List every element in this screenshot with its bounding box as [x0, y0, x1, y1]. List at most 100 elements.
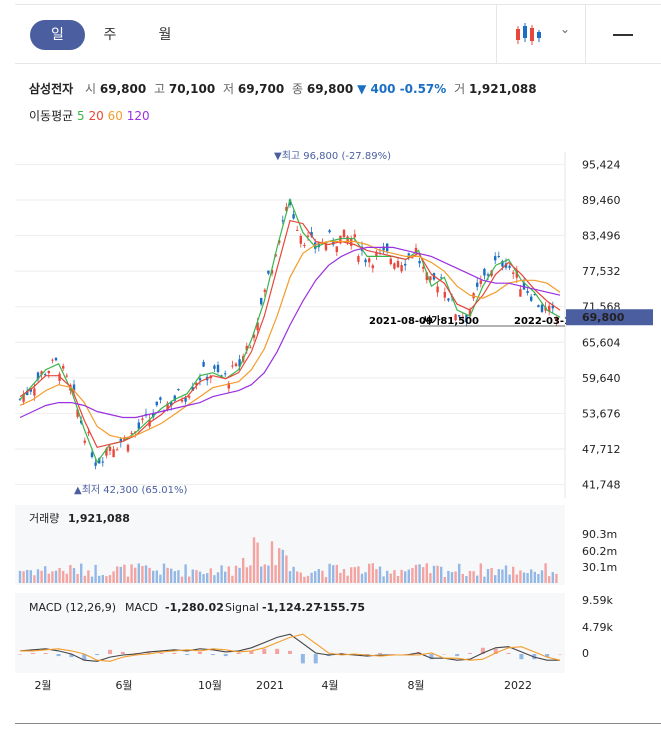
x-tick-label: 10월: [198, 679, 222, 692]
quote-summary: 삼성전자 시 69,800 고 70,100 저 69,700 종 69,800…: [29, 80, 537, 97]
candle: [371, 265, 374, 269]
volume-bar: [40, 570, 43, 583]
candle: [40, 371, 43, 375]
volume-bar: [411, 568, 414, 583]
candle: [94, 462, 97, 466]
volume-bar: [58, 567, 61, 583]
candle: [234, 363, 238, 366]
candle: [137, 422, 140, 429]
volume-bar: [249, 565, 252, 583]
candle: [414, 247, 418, 253]
volume-bar: [378, 566, 382, 583]
candlestick-chart-icon[interactable]: [514, 20, 542, 48]
candle: [33, 388, 36, 396]
macd-tick-label: 9.59k: [582, 594, 613, 607]
divider: [585, 5, 586, 63]
candle: [22, 395, 25, 402]
candle: [198, 378, 202, 381]
volume-bar: [508, 574, 511, 583]
volume-bar: [472, 571, 475, 583]
macd-hist-bar: [223, 654, 228, 657]
volume-bar: [393, 570, 396, 583]
range-start-label: 2021-08-09: [369, 316, 433, 327]
volume-bar: [159, 574, 162, 583]
candle: [170, 402, 173, 406]
open-value: 69,800: [99, 82, 147, 96]
volume-bar: [400, 569, 403, 583]
volume-bar: [522, 572, 526, 583]
volume-bar: [191, 569, 194, 583]
volume-bar: [76, 573, 79, 583]
macd-hist-bar: [210, 654, 215, 656]
candle: [353, 234, 356, 238]
macd-hist-bar: [18, 654, 22, 655]
volume-bar: [537, 574, 540, 583]
volume-bar: [335, 564, 338, 583]
volume-bar: [540, 570, 544, 583]
candle: [429, 276, 432, 281]
ma-5-line: [19, 197, 561, 464]
candle: [389, 258, 392, 265]
macd-hist-bar: [108, 649, 112, 654]
volume-value: 1,921,088: [469, 82, 537, 96]
macd-hist-bar: [275, 648, 280, 654]
macd-line: [19, 633, 560, 662]
volume-bar: [141, 565, 144, 583]
macd-hist-bar: [43, 652, 48, 654]
volume-bar: [281, 549, 284, 583]
tab-day[interactable]: 일: [30, 20, 85, 50]
signal-value: -1,124.27: [262, 601, 321, 614]
price-tick-label: 89,460: [582, 194, 621, 207]
tab-week[interactable]: 주: [103, 27, 117, 43]
x-tick-label: 8월: [407, 679, 424, 692]
volume-bar: [292, 566, 295, 583]
macd-hist-bar: [95, 654, 100, 656]
chevron-down-icon[interactable]: ⌄: [560, 22, 571, 36]
candle: [288, 199, 292, 206]
volume-bar: [483, 576, 486, 583]
volume-bar: [126, 576, 130, 583]
macd-hist-bar: [493, 648, 498, 654]
volume-bar: [90, 576, 94, 583]
volume-bar: [209, 568, 212, 583]
volume-bar: [551, 572, 554, 583]
volume-bar: [407, 569, 410, 583]
menu-icon[interactable]: [613, 34, 633, 36]
max-annotation: ▼최고 96,800 (-27.89%): [274, 150, 391, 162]
volume-bar: [180, 576, 184, 583]
candle: [526, 291, 529, 293]
volume-bar: [360, 573, 364, 583]
volume-bar: [173, 571, 176, 583]
volume-bar: [184, 564, 187, 583]
candle: [522, 282, 526, 290]
price-tick-label: 83,496: [582, 230, 621, 243]
candle: [314, 242, 317, 249]
macd-hist-bar: [120, 651, 125, 654]
candle: [76, 409, 79, 417]
candle: [224, 373, 227, 375]
candle: [515, 270, 518, 278]
low-value: 69,700: [237, 82, 285, 96]
volume-bar: [512, 566, 515, 583]
volume-bar: [231, 575, 234, 583]
candle: [141, 418, 144, 420]
volume-bar: [486, 569, 490, 583]
volume-bar: [152, 570, 155, 583]
candle: [436, 286, 439, 293]
volume-bar: [544, 563, 547, 583]
macd-hist-bar: [82, 654, 87, 661]
current-price-label: 69,800: [582, 311, 625, 324]
range-end-label: 2022-03-15: [514, 316, 578, 327]
candle: [260, 297, 263, 305]
macd-hist-bar: [262, 648, 267, 654]
volume-bar: [108, 575, 112, 583]
ma-5-label: 5: [77, 109, 85, 123]
tab-month[interactable]: 월: [158, 27, 172, 43]
candle: [47, 370, 50, 374]
x-tick-label: 2022: [504, 679, 532, 692]
candle: [490, 270, 493, 276]
volume-label: 거: [454, 82, 466, 96]
macd-hist-bar: [403, 654, 408, 655]
macd-hist-bar: [288, 650, 292, 654]
